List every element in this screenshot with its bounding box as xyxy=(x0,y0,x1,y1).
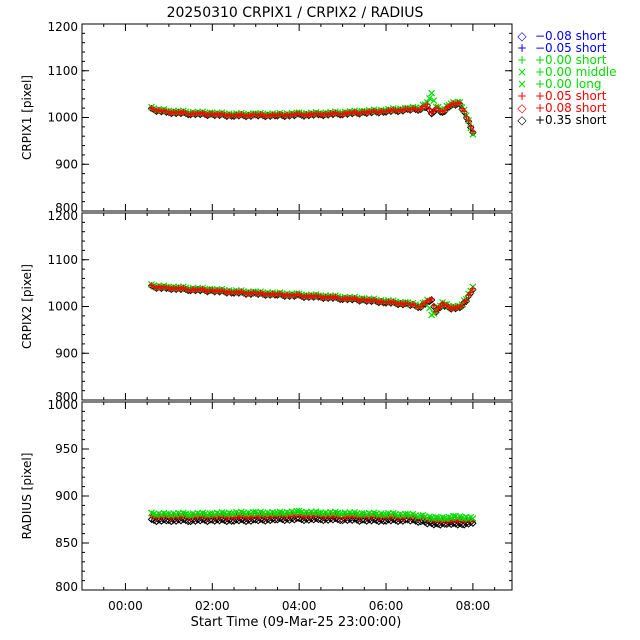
legend-label: +0.00 short xyxy=(535,53,607,67)
panel-3: 800 850 900 950 1000 RADIUS [pixel] xyxy=(20,398,513,594)
legend-symbol: + xyxy=(517,89,527,103)
legend-label: +0.00 middle xyxy=(535,65,617,79)
data-point--0-00-middle xyxy=(336,510,344,518)
data-point--0-00-middle xyxy=(228,510,236,518)
x-axis-label: Start Time (09-Mar-25 23:00:00) xyxy=(191,615,402,630)
data-point--0-00-middle xyxy=(426,94,433,102)
data-point--0-00-middle xyxy=(469,515,477,522)
y-tick-label: 1100 xyxy=(47,64,78,78)
y-tick-label: 800 xyxy=(55,201,78,215)
x-tick-label: 00:00 xyxy=(108,599,143,613)
y-axis-label: CRPIX2 [pixel] xyxy=(20,264,34,349)
data-point--0-00-middle xyxy=(432,513,440,521)
y-axis-label: RADIUS [pixel] xyxy=(20,453,34,540)
x-tick-label: 08:00 xyxy=(456,599,491,613)
data-point--0-00-middle xyxy=(401,510,409,518)
x-tick-label: 06:00 xyxy=(369,599,404,613)
x-tick-label: 02:00 xyxy=(195,599,230,613)
data-point--0-05-short xyxy=(459,302,466,309)
data-point--0-00-middle xyxy=(271,509,279,517)
y-tick-label: 1200 xyxy=(47,209,78,223)
series--0-05-short xyxy=(148,282,476,315)
y-tick-label: 800 xyxy=(55,580,78,594)
panels: 800 900 1000 1100 1200 CRPIX1 [pixel] 800 900 10… xyxy=(20,20,513,594)
data-point--0-05-short xyxy=(456,100,463,107)
legend-item: + −0.05 short xyxy=(517,41,607,55)
data-point--0-35-short xyxy=(406,517,415,525)
legend-item: × +0.00 long xyxy=(517,77,602,91)
data-point--0-00-middle xyxy=(414,513,422,521)
y-tick-label: 1000 xyxy=(47,300,78,314)
legend-label: +0.00 long xyxy=(535,77,602,91)
y-tick-label: 800 xyxy=(55,390,78,404)
data-point--0-05-short xyxy=(432,308,439,315)
data-point--0-05-short xyxy=(469,128,476,135)
panel-1: 800 900 1000 1100 1200 CRPIX1 [pixel] xyxy=(20,20,513,215)
series--0-00-middle xyxy=(148,507,477,523)
legend-label: −0.05 short xyxy=(535,41,607,55)
legend-item: ◇ +0.35 short xyxy=(517,113,606,127)
x-tick-label: 04:00 xyxy=(282,599,317,613)
legend-symbol: + xyxy=(517,41,527,55)
legend: ◇ −0.08 short + −0.05 short + +0.00 short × +0.… xyxy=(517,29,617,127)
y-tick-label: 1100 xyxy=(47,253,78,267)
data-point--0-05-short xyxy=(430,302,437,309)
data-point--0-05-short xyxy=(463,113,470,120)
y-tick-label: 900 xyxy=(55,489,78,503)
data-point--0-05-short xyxy=(465,117,472,124)
legend-item: + +0.05 short xyxy=(517,89,607,103)
data-point--0-05-short xyxy=(461,108,468,115)
data-point--0-05-short xyxy=(467,289,474,296)
y-tick-label: 950 xyxy=(55,442,78,456)
legend-symbol: × xyxy=(517,65,527,79)
y-tick-label: 1000 xyxy=(47,398,78,412)
y-axis-label: CRPIX1 [pixel] xyxy=(20,75,34,160)
data-point--0-00-middle xyxy=(449,512,457,520)
y-tick-label: 900 xyxy=(55,346,78,360)
legend-item: ◇ −0.08 short xyxy=(517,29,606,43)
data-point--0-00-middle xyxy=(441,514,449,522)
legend-label: −0.08 short xyxy=(535,29,607,43)
legend-symbol: ◇ xyxy=(517,101,527,115)
data-point--0-05-short xyxy=(424,101,431,108)
data-point--0-05-short xyxy=(426,106,433,113)
data-point--0-05-short xyxy=(463,297,470,304)
y-tick-label: 900 xyxy=(55,157,78,171)
x-axis: 00:00 02:00 04:00 06:00 08:00 xyxy=(108,599,490,613)
data-point--0-05-short xyxy=(404,105,411,112)
data-point--0-00-middle xyxy=(380,511,388,518)
series--0-05-short xyxy=(148,99,476,135)
data-point--0-05-short xyxy=(469,285,476,292)
data-point--0-00-middle xyxy=(428,89,436,97)
data-point--0-05-short xyxy=(409,105,416,112)
panel-2: 800 900 1000 1100 1200 CRPIX2 [pixel] xyxy=(20,209,513,404)
data-point--0-05-short xyxy=(441,107,448,114)
data-point--0-00-middle xyxy=(184,511,192,519)
data-point--0-05-short xyxy=(407,301,414,308)
legend-symbol: × xyxy=(517,77,527,91)
legend-item: + +0.00 short xyxy=(517,53,607,67)
data-point--0-05-short xyxy=(437,303,444,310)
data-point--0-35-short xyxy=(417,518,425,526)
legend-symbol: + xyxy=(517,53,527,67)
data-point--0-35-short xyxy=(162,517,171,525)
y-tick-label: 1000 xyxy=(47,111,78,125)
data-point--0-05-short xyxy=(412,105,419,112)
data-point--0-05-short xyxy=(467,123,474,130)
data-point--0-05-short xyxy=(428,296,435,303)
data-point--0-00-middle xyxy=(430,97,438,104)
y-tick-label: 1200 xyxy=(47,20,78,34)
chart-title: 20250310 CRPIX1 / CRPIX2 / RADIUS xyxy=(167,5,424,21)
legend-item: ◇ +0.08 short xyxy=(517,101,606,115)
legend-symbol: ◇ xyxy=(517,113,527,127)
legend-label: +0.35 short xyxy=(535,113,607,127)
legend-symbol: ◇ xyxy=(517,29,527,43)
legend-item: × +0.00 middle xyxy=(517,65,617,79)
legend-label: +0.05 short xyxy=(535,89,607,103)
legend-label: +0.08 short xyxy=(535,101,607,115)
data-point--0-05-short xyxy=(415,106,422,113)
y-tick-label: 850 xyxy=(55,536,78,550)
